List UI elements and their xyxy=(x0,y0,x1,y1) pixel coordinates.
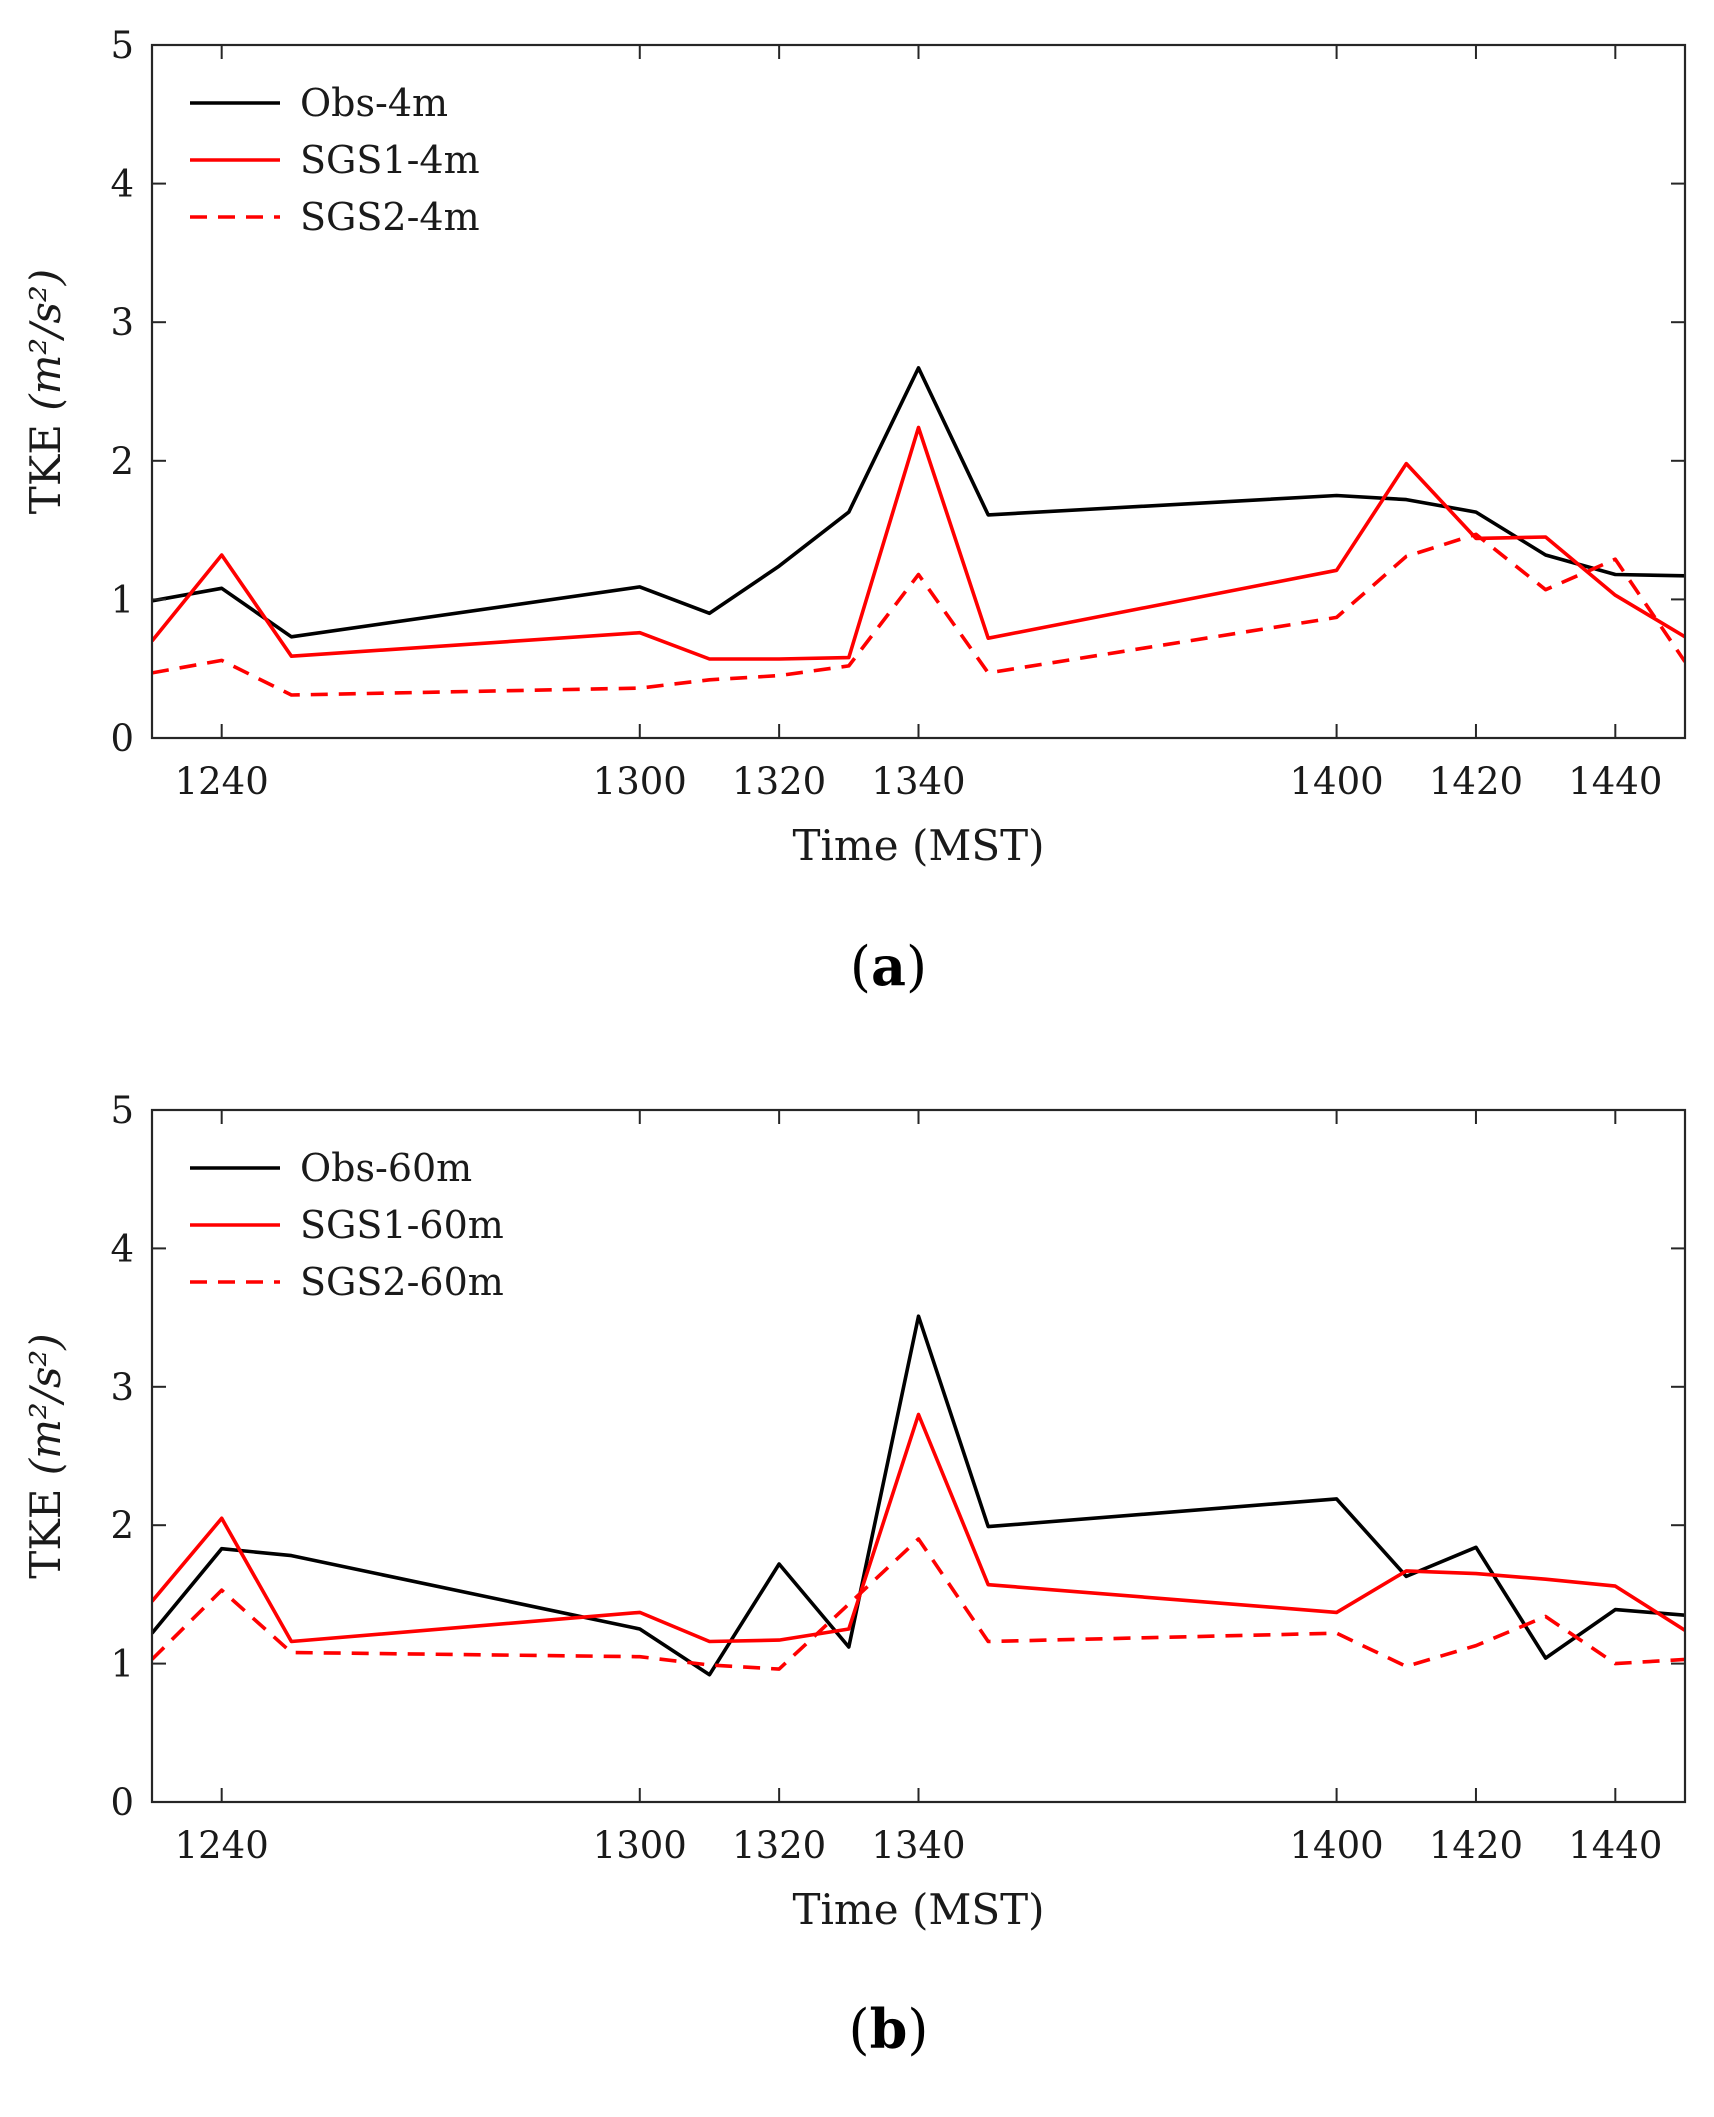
x-tick-label: 1340 xyxy=(871,760,965,803)
legend-entry-sgs1-60m: SGS1-60m xyxy=(300,1203,504,1247)
legend-entry-sgs1-4m: SGS1-4m xyxy=(300,138,480,182)
x-axis-label: Time (MST) xyxy=(792,1885,1044,1934)
x-tick-label: 1320 xyxy=(732,760,826,803)
y-tick-label: 2 xyxy=(110,440,134,483)
plot-area xyxy=(152,1314,1685,1677)
x-tick-label: 1300 xyxy=(593,1824,687,1867)
x-tick-label: 1440 xyxy=(1568,760,1662,803)
series-line-sgs1-4m xyxy=(152,425,1685,661)
x-tick-label: 1240 xyxy=(175,760,269,803)
y-tick-label: 1 xyxy=(110,578,134,621)
y-tick-label: 0 xyxy=(110,1781,134,1824)
panel-a-chart: 0 1 2 3 4 5 1240 1300 1320 1340 1400 1420 1440 Time (… xyxy=(21,24,1687,998)
y-axis-label-text: TKE xyxy=(21,411,70,514)
x-tick-label: 1400 xyxy=(1290,760,1384,803)
y-tick-label: 1 xyxy=(110,1643,134,1686)
y-axis-label: TKE (m²/s²) xyxy=(21,1333,70,1578)
series-line-obs-4m xyxy=(152,366,1685,639)
legend-entry-obs-60m: Obs-60m xyxy=(300,1146,472,1190)
series-line-sgs1-60m xyxy=(152,1412,1685,1644)
legend-entry-obs-4m: Obs-4m xyxy=(300,81,448,125)
y-axis-label: TKE (m²/s²) xyxy=(21,269,70,514)
y-tick-label: 4 xyxy=(110,163,134,206)
x-tick-label: 1420 xyxy=(1429,760,1523,803)
plot-area xyxy=(152,366,1685,697)
legend: Obs-4m SGS1-4m SGS2-4m xyxy=(190,81,480,239)
x-tick-label: 1400 xyxy=(1290,1824,1384,1867)
legend-entry-sgs2-60m: SGS2-60m xyxy=(300,1260,504,1304)
x-tick-label: 1320 xyxy=(732,1824,826,1867)
x-axis-label: Time (MST) xyxy=(792,821,1044,870)
legend-entry-sgs2-4m: SGS2-4m xyxy=(300,195,480,239)
legend: Obs-60m SGS1-60m SGS2-60m xyxy=(190,1146,504,1304)
y-tick-label: 0 xyxy=(110,717,134,760)
series-line-obs-60m xyxy=(152,1314,1685,1677)
x-tick-label: 1340 xyxy=(871,1824,965,1867)
panel-label: (a) xyxy=(850,934,927,998)
panel-b-chart: 0 1 2 3 4 5 1240 1300 1320 1340 1400 1420 1440 Time (… xyxy=(21,1089,1687,2061)
y-tick-label: 3 xyxy=(110,301,134,344)
y-axis-label-units: (m²/s²) xyxy=(21,1333,70,1475)
y-tick-label: 4 xyxy=(110,1227,134,1270)
y-axis-label-units: (m²/s²) xyxy=(21,269,70,411)
panel-label: (b) xyxy=(849,1997,929,2061)
y-tick-label: 2 xyxy=(110,1504,134,1547)
y-tick-label: 3 xyxy=(110,1366,134,1409)
series-line-sgs2-60m xyxy=(152,1537,1685,1671)
y-tick-label: 5 xyxy=(110,24,134,67)
x-tick-label: 1440 xyxy=(1568,1824,1662,1867)
series-line-sgs2-4m xyxy=(152,532,1685,697)
y-axis-label-text: TKE xyxy=(21,1475,70,1578)
x-tick-label: 1240 xyxy=(175,1824,269,1867)
x-tick-label: 1300 xyxy=(593,760,687,803)
x-tick-label: 1420 xyxy=(1429,1824,1523,1867)
y-tick-label: 5 xyxy=(110,1089,134,1132)
